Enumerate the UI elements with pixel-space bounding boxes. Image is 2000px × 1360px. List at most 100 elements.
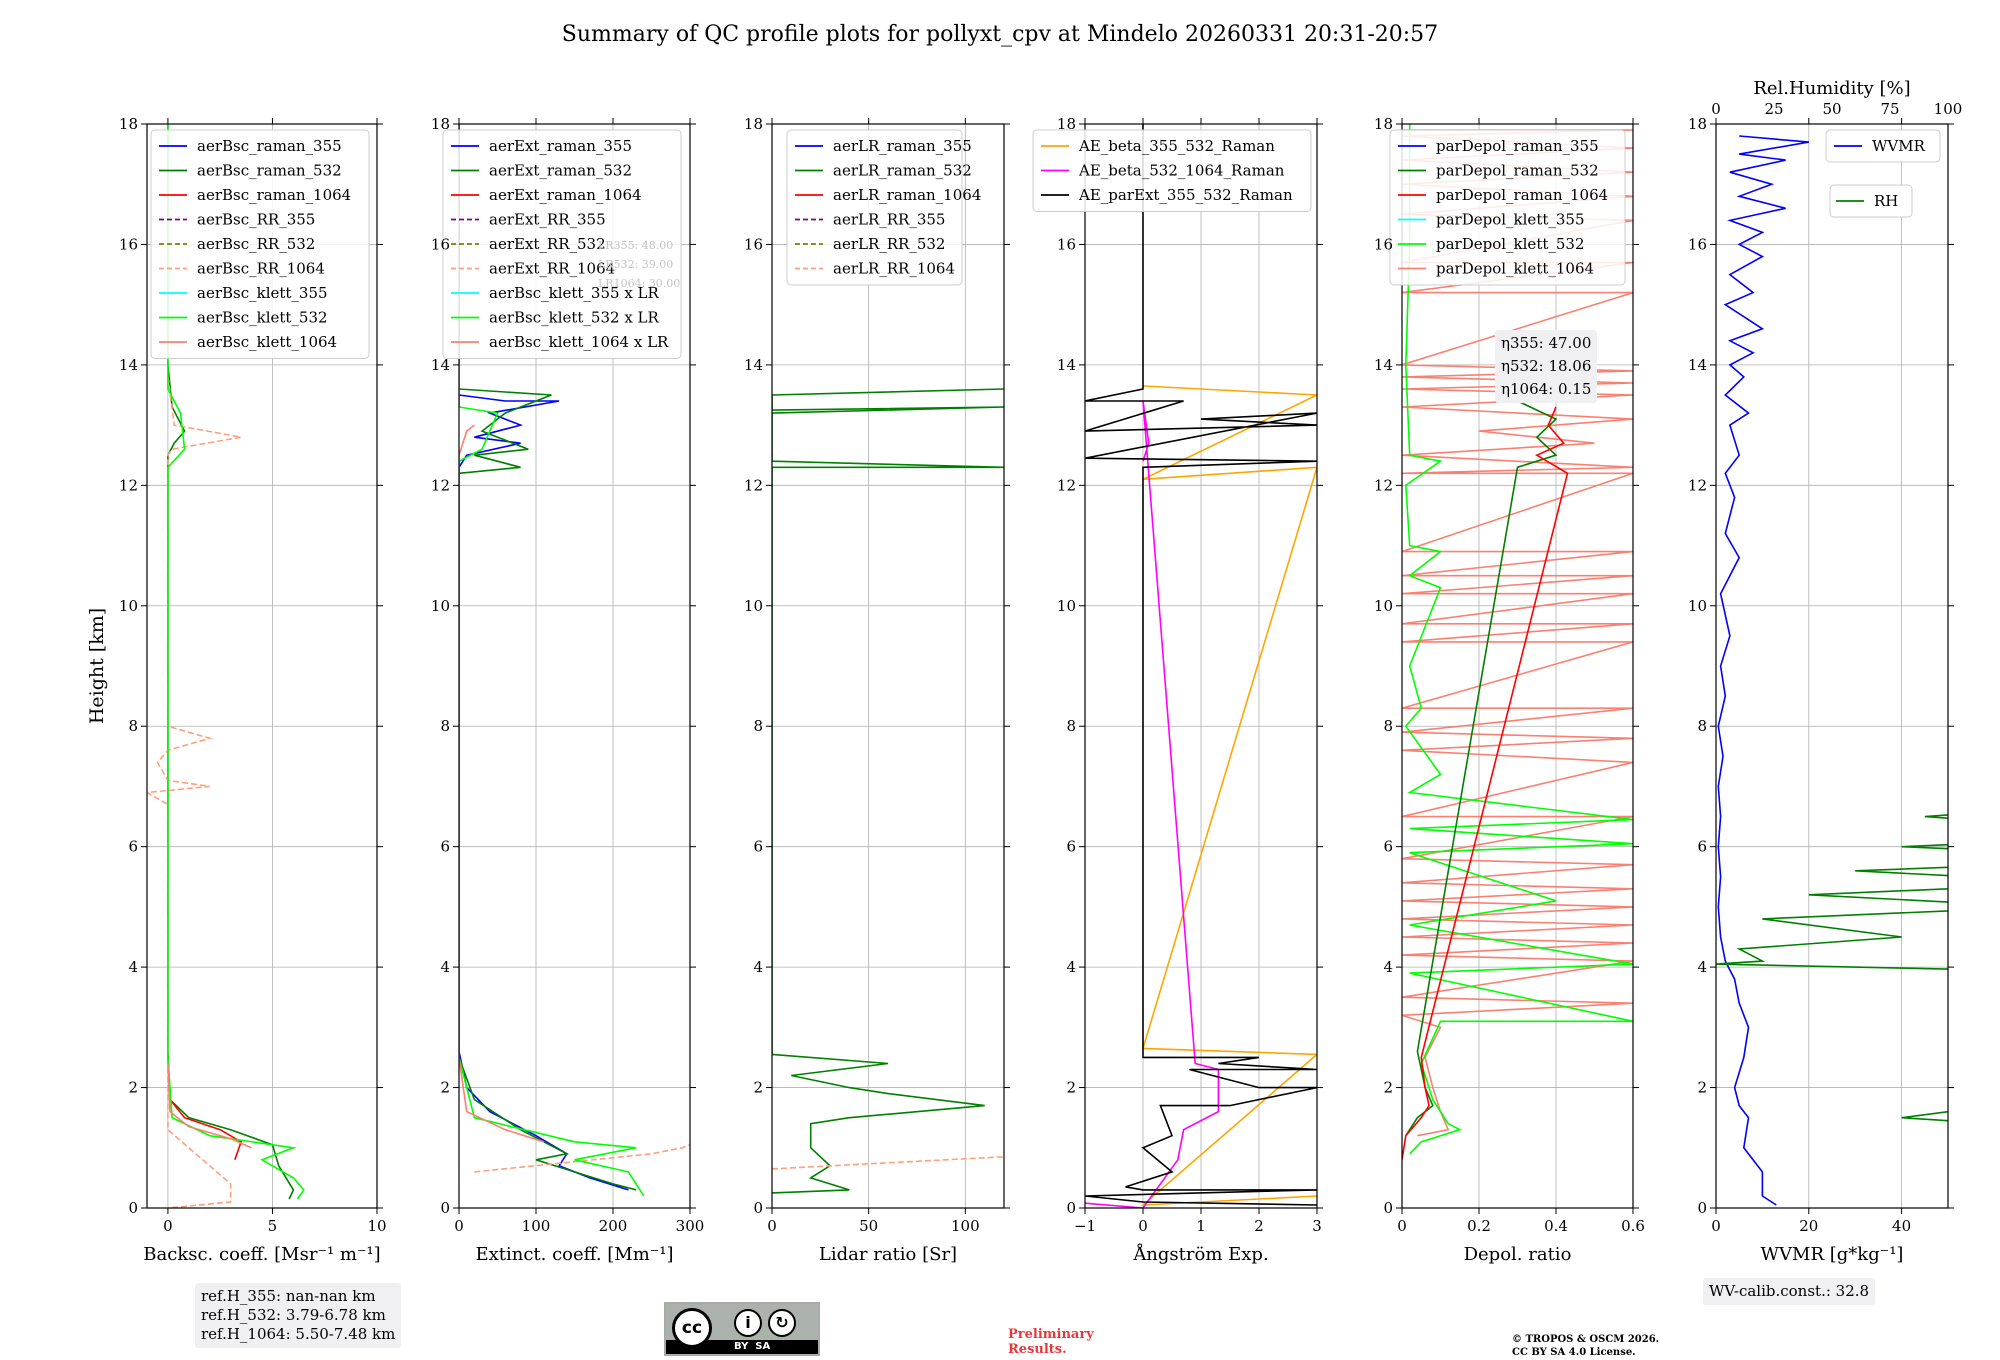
- y-tick-label: 10: [1688, 597, 1707, 615]
- legend-box: [150, 129, 370, 359]
- axes-frame: [1715, 123, 1949, 1209]
- legend-entry: aerBsc_raman_1064: [197, 186, 351, 204]
- legend-entry: aerLR_RR_532: [833, 235, 945, 253]
- y-tick-label: 18: [1374, 115, 1393, 133]
- y-tick-label: 10: [119, 597, 138, 615]
- y-tick-label: 14: [119, 356, 138, 374]
- legend-entry: parDepol_raman_1064: [1436, 186, 1608, 204]
- preliminary-line-1: Preliminary: [1008, 1327, 1094, 1342]
- y-tick-label: 0: [1383, 1199, 1393, 1217]
- y-tick-label: 4: [753, 958, 763, 976]
- y-tick-label: 14: [431, 356, 450, 374]
- by-icon: i: [734, 1309, 762, 1337]
- y-tick-label: 6: [128, 838, 138, 856]
- x-tick-label: 0: [1138, 1217, 1148, 1235]
- x-tick-label: 0: [454, 1217, 464, 1235]
- legend-entry: aerBsc_RR_532: [197, 235, 315, 253]
- y-tick-label: 18: [1057, 115, 1076, 133]
- y-tick-label: 8: [753, 717, 763, 735]
- x2-tick-label: 75: [1880, 100, 1899, 118]
- x-tick-label: 100: [951, 1217, 980, 1235]
- legend-entry: aerBsc_klett_1064: [197, 333, 337, 351]
- panel-wvmr: [1710, 118, 1954, 1214]
- y-tick-label: 8: [1383, 717, 1393, 735]
- legend-entry: aerBsc_klett_355: [197, 284, 328, 302]
- panel-backscatter: [141, 118, 383, 1214]
- legend-entry: parDepol_klett_1064: [1436, 260, 1594, 278]
- series-aerBsc_klett_532 x LR: [459, 124, 645, 1197]
- y-tick-label: 8: [440, 717, 450, 735]
- copyright-note: © TROPOS & OSCM 2026. CC BY SA 4.0 Licen…: [1512, 1333, 1659, 1359]
- y-tick-label: 2: [753, 1079, 763, 1097]
- y-tick-label: 8: [1066, 717, 1076, 735]
- y-tick-label: 18: [1688, 115, 1707, 133]
- y-tick-label: 4: [440, 958, 450, 976]
- x-tick-label: 2: [1254, 1217, 1264, 1235]
- x-axis-label: Ångström Exp.: [1132, 1243, 1268, 1265]
- x-tick-label: −1: [1074, 1217, 1096, 1235]
- x-axis-label: Extinct. coeff. [Mm⁻¹]: [475, 1244, 673, 1265]
- legend-entry: AE_beta_532_1064_Raman: [1078, 162, 1285, 180]
- lr-1064-label: LR1064: 30.00: [598, 277, 681, 290]
- legend-entry: aerLR_raman_355: [833, 137, 972, 155]
- ext-lr-labels: LR355: 48.00 LR532: 39.00 LR1064: 30.00: [598, 236, 680, 293]
- legend-entry: aerLR_RR_355: [833, 211, 945, 229]
- y-tick-label: 10: [431, 597, 450, 615]
- y-tick-label: 6: [753, 838, 763, 856]
- series-aerExt_RR_1064: [474, 1144, 690, 1173]
- copyright-line-1: © TROPOS & OSCM 2026.: [1512, 1334, 1660, 1345]
- x-tick-label: 5: [268, 1217, 278, 1235]
- legend-entry: aerBsc_raman_355: [197, 137, 342, 155]
- x-tick-label: 200: [599, 1217, 628, 1235]
- y-tick-label: 0: [753, 1199, 763, 1217]
- legend-entry: RH: [1874, 192, 1898, 210]
- panel-depol: [1389, 118, 1639, 1214]
- legend-entry: aerBsc_raman_532: [197, 162, 342, 180]
- series-aerLR_RR_1064: [772, 1156, 1004, 1170]
- y-tick-label: 12: [1374, 476, 1393, 494]
- series-parDepol_raman_532: [1405, 400, 1558, 1137]
- cc-license-badge[interactable]: cc i ↻ BY SA: [664, 1302, 820, 1356]
- legend-entry: aerBsc_klett_355 x LR: [489, 284, 660, 302]
- y-tick-label: 0: [440, 1199, 450, 1217]
- panel-angstrom: [1032, 118, 1323, 1214]
- x-axis-label: Backsc. coeff. [Msr⁻¹ m⁻¹]: [143, 1244, 380, 1265]
- x-tick-label: 0: [1711, 1217, 1721, 1235]
- x2-tick-label: 100: [1934, 100, 1963, 118]
- y-tick-label: 0: [128, 1199, 138, 1217]
- x-tick-label: 300: [676, 1217, 705, 1235]
- y-tick-label: 2: [1066, 1079, 1076, 1097]
- y-tick-label: 16: [1057, 235, 1076, 253]
- legend-entry: parDepol_raman_355: [1436, 137, 1599, 155]
- eta-box: η355: 47.00 η532: 18.06 η1064: 0.15: [1495, 330, 1598, 403]
- series-aerBsc_klett_532: [167, 124, 305, 1200]
- y-tick-label: 18: [744, 115, 763, 133]
- eta-1064: η1064: 0.15: [1501, 380, 1592, 398]
- eta-532: η532: 18.06: [1501, 357, 1592, 375]
- y-tick-label: 12: [119, 476, 138, 494]
- y-tick-label: 10: [744, 597, 763, 615]
- x2-tick-label: 25: [1764, 100, 1783, 118]
- y-tick-label: 16: [431, 235, 450, 253]
- by-sa-text: BY SA: [734, 1341, 771, 1352]
- x-tick-label: 100: [522, 1217, 551, 1235]
- sa-icon: ↻: [768, 1309, 796, 1337]
- ref-height-box: ref.H_355: nan-nan km ref.H_532: 3.79-6.…: [195, 1283, 402, 1348]
- legend-entry: parDepol_raman_532: [1436, 162, 1599, 180]
- series-aerBsc_klett_1064: [167, 1063, 252, 1149]
- axes-frame: [146, 123, 378, 1209]
- wv-calib-box: WV-calib.const.: 32.8: [1703, 1278, 1876, 1305]
- ref-h-355: ref.H_355: nan-nan km: [201, 1287, 376, 1305]
- y-tick-label: 0: [1697, 1199, 1707, 1217]
- axes-frame: [1401, 123, 1634, 1209]
- y-tick-label: 16: [1374, 235, 1393, 253]
- y-axis-label: Height [km]: [86, 608, 108, 724]
- x-tick-label: 10: [367, 1217, 386, 1235]
- ref-h-1064: ref.H_1064: 5.50-7.48 km: [201, 1325, 396, 1343]
- x-tick-label: 3: [1312, 1217, 1322, 1235]
- y-tick-label: 14: [1057, 356, 1076, 374]
- x2-tick-label: 50: [1822, 100, 1841, 118]
- y-tick-label: 14: [744, 356, 763, 374]
- y-tick-label: 12: [1688, 476, 1707, 494]
